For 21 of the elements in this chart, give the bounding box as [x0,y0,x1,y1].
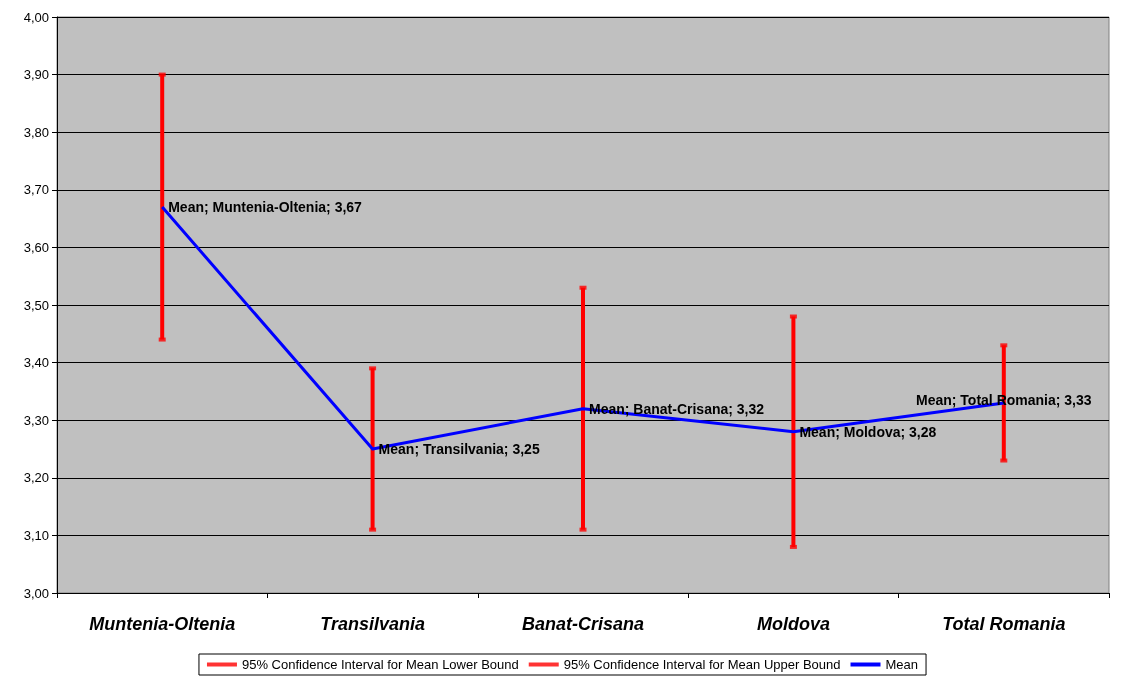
legend-label: Mean [885,657,919,672]
y-tick-label: 3,80 [23,124,49,140]
data-label: Mean; Muntenia-Oltenia; 3,67 [168,199,363,216]
y-tick-label: 4,00 [23,9,49,25]
x-tick-label: Transilvania [320,614,425,634]
y-tick-label: 3,30 [23,412,49,428]
y-tick-label: 3,90 [23,67,49,83]
data-label: Mean; Transilvania; 3,25 [378,441,540,457]
y-tick-label: 3,40 [23,355,49,371]
legend-label: 95% Confidence Interval for Mean Upper Bound [563,657,841,672]
legend-label: 95% Confidence Interval for Mean Lower Bound [241,657,519,672]
y-tick-label: 3,50 [23,297,49,313]
x-tick-label: Muntenia-Oltenia [89,614,236,634]
x-tick-label: Total Romania [942,614,1066,634]
y-tick-label: 3,70 [23,182,49,198]
x-tick-label: Moldova [756,614,830,634]
y-tick-label: 3,20 [23,470,49,486]
y-tick-label: 3,60 [23,239,49,255]
y-tick-label: 3,00 [23,585,49,601]
y-tick-label: 3,10 [23,527,49,543]
x-tick-label: Banat-Crisana [521,614,645,634]
